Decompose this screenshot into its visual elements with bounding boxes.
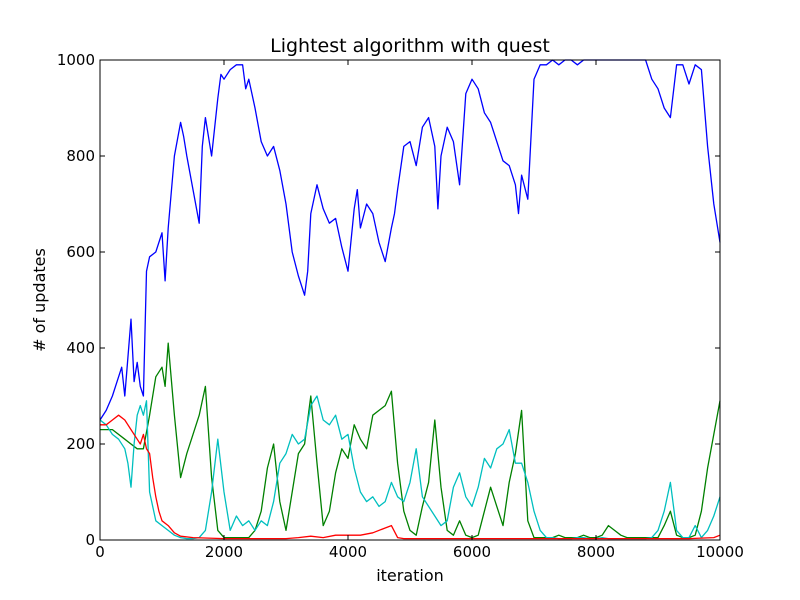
y-tick-label: 800 [66, 147, 95, 165]
series-line-2 [100, 342, 721, 539]
series-line-3 [99, 395, 721, 540]
series-line-4 [100, 414, 721, 540]
plot-frame [99, 59, 721, 541]
y-tick-label: 600 [66, 243, 95, 261]
series-layer [99, 59, 721, 540]
y-tick-label: 0 [85, 531, 95, 549]
x-tick-label: 2000 [205, 543, 243, 561]
y-tick-label: 1000 [57, 51, 95, 69]
series-line-1 [99, 59, 721, 421]
chart-title: Lightest algorithm with quest [270, 35, 550, 57]
x-tick-label: 10000 [696, 543, 744, 561]
y-tick-label: 200 [66, 435, 95, 453]
x-tick-label: 6000 [453, 543, 491, 561]
y-tick-label: 400 [66, 339, 95, 357]
x-tick-label: 4000 [329, 543, 367, 561]
tick-layer: 0 2000 4000 6000 8000 10000 0 200 400 600 800 1000 [57, 51, 744, 561]
y-axis-label: # of updates [30, 248, 49, 352]
x-tick-label: 0 [95, 543, 105, 561]
x-axis-label: iteration [376, 566, 444, 585]
x-tick-label: 8000 [577, 543, 615, 561]
